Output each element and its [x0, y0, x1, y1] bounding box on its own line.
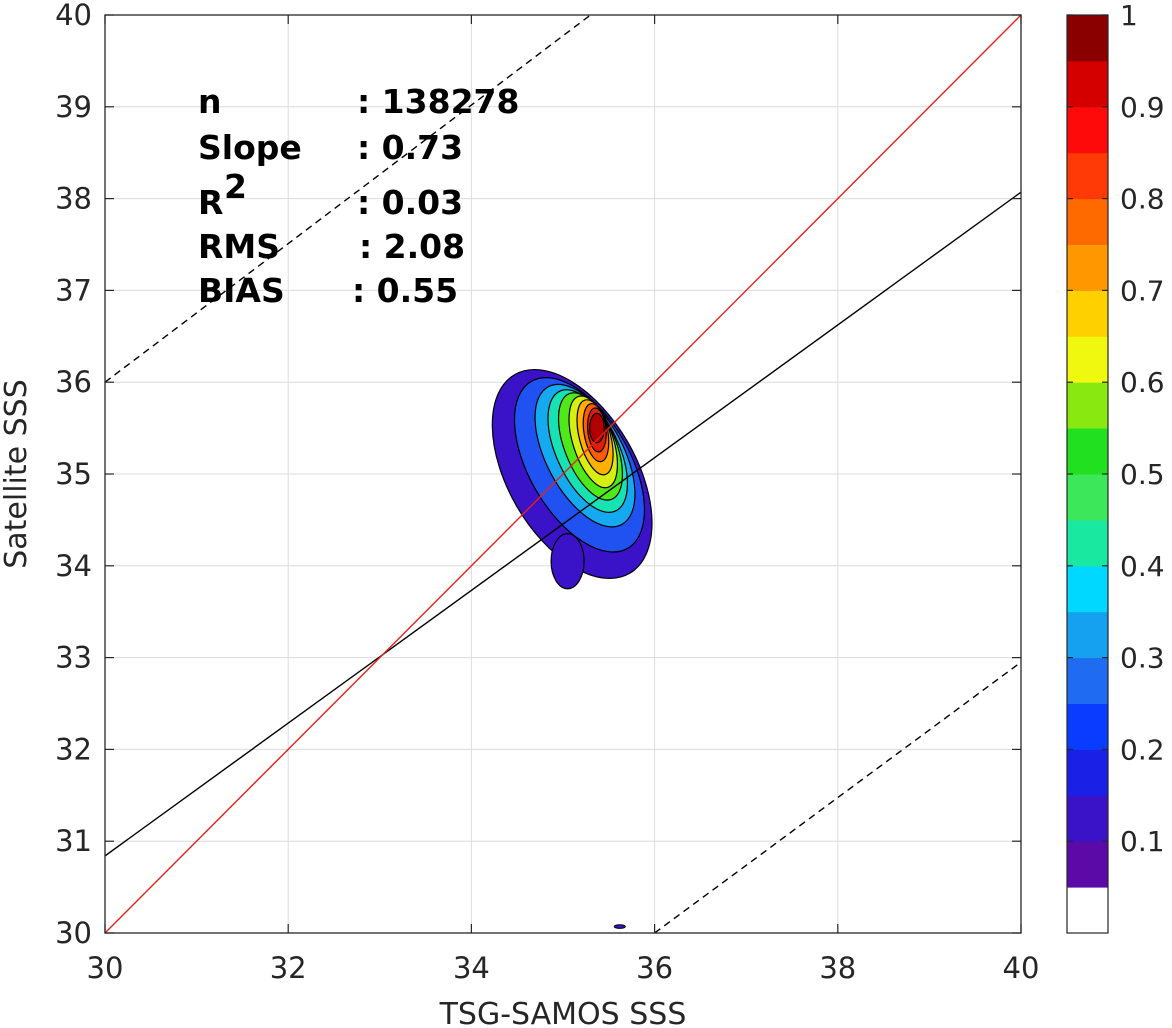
y-tick-label: 35: [55, 457, 92, 491]
y-tick-label: 36: [55, 365, 92, 399]
colorbar-segment: [1067, 198, 1108, 245]
colorbar-tick-label: 0.1: [1120, 825, 1165, 858]
colorbar-tick-label: 0.4: [1120, 550, 1165, 583]
stat-label: BIAS: [198, 271, 285, 310]
y-tick-label: 32: [55, 732, 92, 766]
colorbar-segment: [1067, 887, 1108, 934]
x-tick-label: 34: [453, 951, 490, 985]
density-contour-isolated-patch: [613, 924, 626, 929]
colorbar-tick-label: 1: [1120, 0, 1138, 32]
x-axis-label: TSG-SAMOS SSS: [439, 997, 687, 1028]
colorbar-tick-label: 0.2: [1120, 733, 1165, 766]
density-contour-level-0.95: [588, 412, 605, 444]
x-tick-label: 40: [1003, 951, 1040, 985]
colorbar-segment: [1067, 336, 1108, 383]
y-tick-label: 40: [55, 0, 92, 32]
y-tick-label: 34: [55, 549, 92, 583]
stat-superscript: 2: [224, 167, 247, 206]
statistics-annotation: n : 138278 Slope : 0.73 R 2 : 0.03 RMS : 2.08 BIA…: [198, 82, 519, 310]
y-tick-labels: 30 31 32 33 34 35 36 37 38 39 40: [55, 0, 92, 950]
colorbar-segment: [1067, 244, 1108, 291]
axis-ticks: [104, 14, 1022, 934]
colorbar-tick-label: 0.7: [1120, 274, 1165, 307]
colorbar-tick-label: 0.5: [1120, 458, 1165, 491]
upper-bound-dashed-line: [105, 15, 591, 383]
stat-label: RMS: [198, 227, 280, 266]
colorbar-tick-label: 0.8: [1120, 183, 1165, 216]
stat-value: : 138278: [357, 82, 519, 121]
colorbar: 0.1 0.2 0.3 0.4 0.5 0.6 0.7 0.8 0.9 1: [1066, 0, 1165, 934]
colorbar-tick-label: 0.3: [1120, 642, 1165, 675]
stat-value: : 0.03: [357, 183, 463, 222]
colorbar-segment: [1067, 15, 1108, 62]
regression-line: [105, 191, 1021, 857]
stat-value: : 0.73: [357, 128, 463, 167]
colorbar-segment: [1067, 795, 1108, 842]
stat-value: : 0.55: [352, 271, 458, 310]
colorbar-segment: [1067, 290, 1108, 337]
colorbar-segment: [1067, 152, 1108, 200]
stat-label: Slope: [198, 128, 302, 167]
stat-label: R: [198, 183, 223, 222]
y-tick-label: 39: [55, 90, 92, 124]
colorbar-segment: [1067, 428, 1108, 475]
colorbar-segment: [1067, 474, 1108, 521]
x-tick-label: 36: [636, 951, 673, 985]
colorbar-segment: [1067, 519, 1108, 567]
colorbar-segment: [1067, 60, 1108, 108]
x-tick-label: 32: [270, 951, 307, 985]
colorbar-segment: [1067, 841, 1108, 888]
y-tick-label: 30: [55, 916, 92, 950]
colorbar-segment: [1067, 749, 1108, 796]
stat-value: : 2.08: [359, 227, 465, 266]
stat-label: n: [198, 82, 222, 121]
colorbar-segment: [1067, 106, 1108, 154]
x-tick-label: 30: [87, 951, 124, 985]
colorbar-segment: [1067, 611, 1108, 659]
y-tick-label: 31: [55, 824, 92, 858]
colorbar-segment: [1067, 657, 1108, 704]
y-tick-label: 33: [55, 641, 92, 675]
colorbar-segment: [1067, 565, 1108, 613]
fit-lines: [105, 15, 1021, 933]
colorbar-segment: [1067, 703, 1108, 750]
density-contour-tail: [550, 533, 585, 590]
lower-bound-dashed-line: [654, 661, 1021, 933]
x-tick-labels: 30 32 34 36 38 40: [87, 951, 1040, 985]
y-tick-label: 37: [55, 273, 92, 307]
x-tick-label: 38: [819, 951, 856, 985]
y-tick-label: 38: [55, 182, 92, 216]
colorbar-tick-label: 0.9: [1120, 91, 1165, 124]
y-axis-label: Satellite SSS: [0, 379, 34, 569]
colorbar-segment: [1067, 382, 1108, 429]
colorbar-tick-label: 0.6: [1120, 366, 1165, 399]
one-to-one-line: [105, 15, 1021, 933]
